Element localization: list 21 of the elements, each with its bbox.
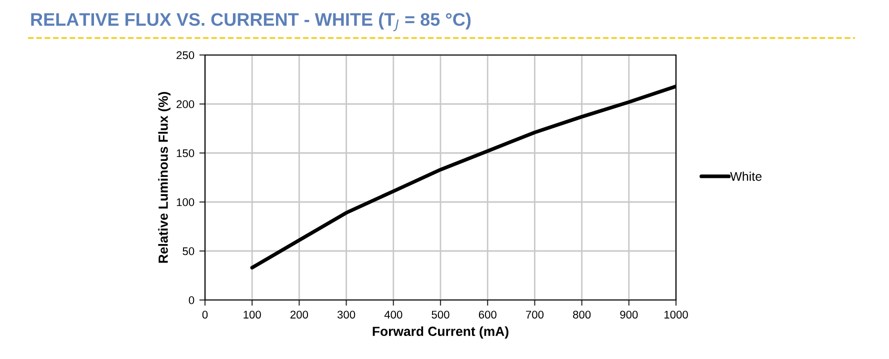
chart-title: RELATIVE FLUX VS. CURRENT - WHITE (T$_{J}$ = 85 °C) — [31, 12, 471, 32]
x-axis-title: Forward Current (mA) — [372, 326, 508, 339]
legend-label: White — [730, 172, 762, 181]
y-axis-title: Relative Luminous Flux (%) — [158, 92, 170, 263]
y-tick-label: 200 — [176, 100, 194, 108]
y-tick-label: 100 — [176, 198, 194, 206]
y-tick-label: 0 — [188, 296, 194, 304]
x-tick-label: 900 — [620, 310, 638, 319]
y-tick-label: 50 — [182, 247, 194, 256]
x-tick-label: 500 — [432, 310, 450, 319]
x-tick-label: 300 — [337, 310, 356, 319]
y-tick-label: 150 — [176, 149, 194, 158]
x-tick-label: 200 — [290, 310, 308, 319]
x-tick-label: 400 — [384, 310, 402, 319]
x-tick-label: 1000 — [664, 310, 688, 319]
x-tick-label: 800 — [573, 310, 591, 319]
x-tick-label: 100 — [244, 310, 261, 319]
x-tick-label: 0 — [202, 310, 208, 319]
x-tick-label: 700 — [526, 310, 544, 319]
x-tick-label: 600 — [478, 310, 496, 319]
y-tick-label: 250 — [176, 51, 194, 60]
